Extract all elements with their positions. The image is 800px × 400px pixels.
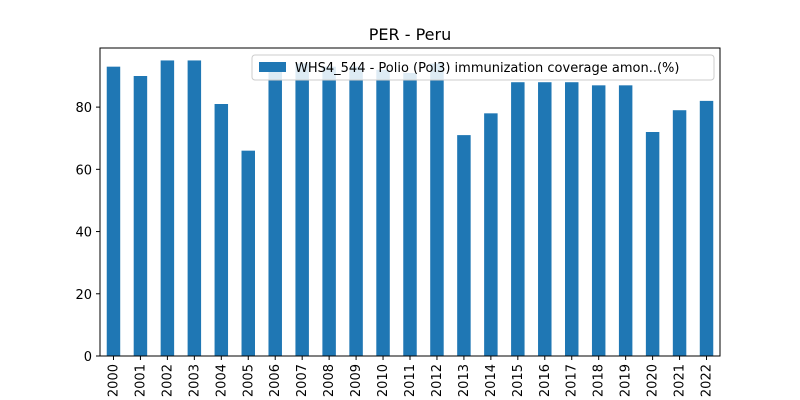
bar-2011	[403, 72, 417, 356]
bar-2013	[457, 135, 471, 356]
bar-2016	[538, 82, 552, 356]
bar-2021	[672, 110, 687, 356]
plot-frame	[99, 47, 721, 357]
bar-2000	[106, 66, 121, 357]
bar-2004	[214, 104, 229, 356]
bar-2015	[511, 82, 525, 356]
x-tick-label-2015: 2015	[511, 364, 526, 397]
x-tick-label-2010: 2010	[376, 364, 391, 397]
bar-2009	[349, 66, 363, 357]
x-tick-label-2018: 2018	[592, 364, 607, 397]
y-tick-label-80: 80	[75, 101, 92, 116]
bar-2003	[187, 60, 202, 356]
bar-2018	[591, 85, 606, 356]
bar-2014	[484, 113, 498, 356]
legend: WHS4_544 - Polio (Pol3) immunization cov…	[251, 54, 715, 81]
x-tick-label-2006: 2006	[268, 364, 283, 397]
x-tick-label-2022: 2022	[700, 364, 715, 397]
x-tick-label-2009: 2009	[349, 364, 364, 397]
bar-2002	[160, 60, 175, 356]
bar-2022	[699, 100, 714, 356]
bar-2005	[241, 150, 255, 356]
x-tick-label-2002: 2002	[160, 364, 175, 397]
x-tick-label-2008: 2008	[322, 364, 337, 397]
bar-2001	[133, 76, 148, 356]
x-tick-label-2016: 2016	[538, 364, 553, 397]
x-tick-label-2014: 2014	[484, 364, 499, 397]
x-tick-label-2004: 2004	[214, 364, 229, 397]
x-tick-label-2012: 2012	[430, 364, 445, 397]
bar-2008	[322, 66, 336, 357]
y-tick-label-40: 40	[75, 226, 92, 241]
x-tick-label-2019: 2019	[619, 364, 634, 397]
bar-2019	[618, 85, 633, 356]
y-tick-label-20: 20	[75, 288, 92, 303]
legend-swatch	[259, 62, 286, 72]
y-axis: 0 20 40 60 80	[75, 101, 100, 365]
x-axis: 2000 2001 2002 2003 2004 2005 2006 2007 2008 2009…	[106, 356, 715, 397]
bar-2007	[295, 63, 309, 357]
bar-2017	[565, 82, 579, 356]
bar-2020	[645, 132, 660, 356]
x-tick-label-2003: 2003	[187, 364, 202, 397]
x-tick-label-2007: 2007	[295, 364, 310, 397]
x-tick-label-2020: 2020	[646, 364, 661, 397]
x-tick-label-2001: 2001	[133, 364, 148, 397]
x-tick-label-2005: 2005	[241, 364, 256, 397]
bar-2010	[376, 69, 390, 357]
y-tick-label-0: 0	[84, 350, 92, 365]
bar-2006	[268, 63, 282, 357]
legend-label: WHS4_544 - Polio (Pol3) immunization cov…	[295, 61, 679, 76]
x-tick-label-2017: 2017	[565, 364, 580, 397]
chart-title: PER - Peru	[369, 25, 451, 44]
x-tick-label-2011: 2011	[403, 364, 418, 397]
x-tick-label-2013: 2013	[457, 364, 472, 397]
legend-box	[251, 54, 715, 81]
x-tick-label-2021: 2021	[673, 364, 688, 397]
y-tick-label-60: 60	[75, 163, 92, 178]
bars-group	[106, 60, 714, 357]
bar-2012	[430, 63, 444, 357]
x-tick-label-2000: 2000	[106, 364, 121, 397]
